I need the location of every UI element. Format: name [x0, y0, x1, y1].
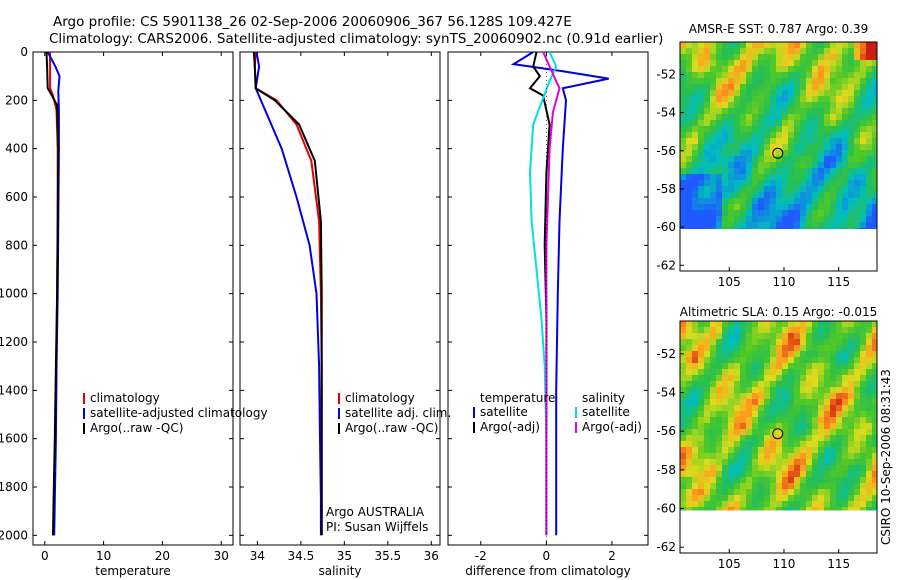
depth-tick-label: 1600	[0, 432, 28, 446]
title-line-1: Argo profile: CS 5901138_26 02-Sep-2006 …	[53, 14, 572, 30]
sst-map-ytick-label: -60	[656, 220, 676, 234]
sla-heatmap-cells	[680, 321, 877, 511]
sal-xtick-label: 35.5	[374, 549, 401, 563]
diff-legend-right-1-label: Argo(-adj)	[582, 420, 642, 434]
depth-tick-label: 600	[5, 190, 28, 204]
temp-xtick-label: 20	[155, 549, 170, 563]
sal-series-2	[252, 51, 323, 536]
sla-map-ytick-label: -56	[656, 424, 676, 438]
depth-tick-label: 0	[20, 45, 28, 59]
sla-map-title: Altimetric SLA: 0.15 Argo: -0.015	[680, 305, 877, 319]
sla-map-xtick-label: 105	[718, 557, 741, 571]
sal-legend-2-label: Argo(..raw -QC)	[345, 421, 438, 435]
sst-heatmap-cells	[680, 42, 877, 230]
diff-xtick-label: 0	[543, 549, 551, 563]
temp-legend-2-label: Argo(..raw -QC)	[90, 421, 183, 435]
sst-map-frame	[679, 41, 878, 272]
diff-legend-left-title: temperature	[480, 391, 555, 405]
sst-map-title: AMSR-E SST: 0.787 Argo: 0.39	[689, 22, 869, 36]
sla-map-panel: Altimetric SLA: 0.15 Argo: -0.015 -52 -54 -…	[656, 305, 878, 571]
depth-tick-label: 2000	[0, 528, 28, 542]
sst-map-xtick-label: 110	[773, 275, 796, 289]
depth-tick-label: 200	[5, 93, 28, 107]
sal-xtick-label: 35	[337, 549, 352, 563]
sst-map-ytick-label: -54	[656, 106, 676, 120]
depth-tick-label: 400	[5, 142, 28, 156]
temp-xtick-label: 0	[41, 549, 49, 563]
sst-map-ytick-label: -52	[656, 67, 676, 81]
sal-note-1: PI: Susan Wijffels	[326, 520, 428, 534]
sla-map-ytick-label: -54	[656, 386, 676, 400]
footer-timestamp: CSIRO 10-Sep-2006 08:31:43	[879, 369, 893, 545]
sal-series-1	[254, 51, 322, 536]
sal-xtick-label: 34	[250, 549, 265, 563]
diff-series-0	[510, 51, 609, 536]
diff-xtick-label: -2	[475, 549, 487, 563]
temp-legend-0-label: climatology	[90, 391, 160, 405]
sla-map-ytick-label: -52	[656, 347, 676, 361]
diff-legend-left-1-label: Argo(-adj)	[480, 420, 540, 434]
depth-tick-label: 1000	[0, 287, 28, 301]
sst-map-ytick-label: -58	[656, 182, 676, 196]
diff-xlabel: difference from climatology	[465, 564, 631, 578]
diff-legend-left-0-label: satellite	[480, 405, 528, 419]
sal-frame	[239, 51, 441, 546]
sla-map-ytick-label: -62	[656, 540, 676, 554]
depth-tick-label: 1200	[0, 335, 28, 349]
sal-panel: 34 34.5 35 35.5 36 salinity climatologysatelli…	[239, 51, 451, 578]
temp-panel: 0 200 400 600 800 1000 1200 1400 1600 1800 2000 0 10…	[0, 45, 268, 578]
temp-series-2	[45, 51, 60, 536]
sal-xtick-label: 34.5	[288, 549, 315, 563]
sal-xtick-label: 36	[424, 549, 439, 563]
sla-map-ytick-label: -58	[656, 463, 676, 477]
diff-xtick-label: 2	[608, 549, 616, 563]
sal-note-0: Argo AUSTRALIA	[326, 505, 425, 519]
sla-map-frame	[679, 320, 878, 554]
diff-legend-right-title: salinity	[582, 391, 625, 405]
sla-argo-location-marker	[772, 428, 784, 440]
diff-frame	[447, 51, 649, 546]
sst-map-panel: AMSR-E SST: 0.787 Argo: 0.39 -52 -54 -56 -58…	[656, 22, 878, 289]
temp-legend-1-label: satellite-adjusted climatology	[90, 406, 268, 420]
depth-tick-label: 800	[5, 238, 28, 252]
sla-map-xtick-label: 115	[827, 557, 850, 571]
sal-xlabel: salinity	[318, 564, 361, 578]
sst-map-xtick-label: 105	[718, 275, 741, 289]
sst-map-xtick-label: 115	[827, 275, 850, 289]
temp-xtick-label: 30	[214, 549, 229, 563]
sal-legend-0-label: climatology	[345, 391, 415, 405]
diff-legend-right-0-label: satellite	[582, 405, 630, 419]
sst-argo-location-marker	[772, 147, 784, 159]
depth-tick-label: 1800	[0, 480, 28, 494]
sal-legend-1-label: satellite adj. clim.	[345, 406, 451, 420]
sla-map-xtick-label: 110	[773, 557, 796, 571]
temp-xlabel: temperature	[95, 564, 170, 578]
sla-map-ytick-label: -60	[656, 502, 676, 516]
sal-series-0	[253, 51, 323, 536]
temp-frame	[32, 51, 234, 546]
depth-tick-label: 1400	[0, 383, 28, 397]
sst-map-ytick-label: -56	[656, 144, 676, 158]
sst-map-ytick-label: -62	[656, 258, 676, 272]
title-line-2: Climatology: CARS2006. Satellite-adjuste…	[49, 31, 663, 47]
temp-xtick-label: 10	[96, 549, 111, 563]
